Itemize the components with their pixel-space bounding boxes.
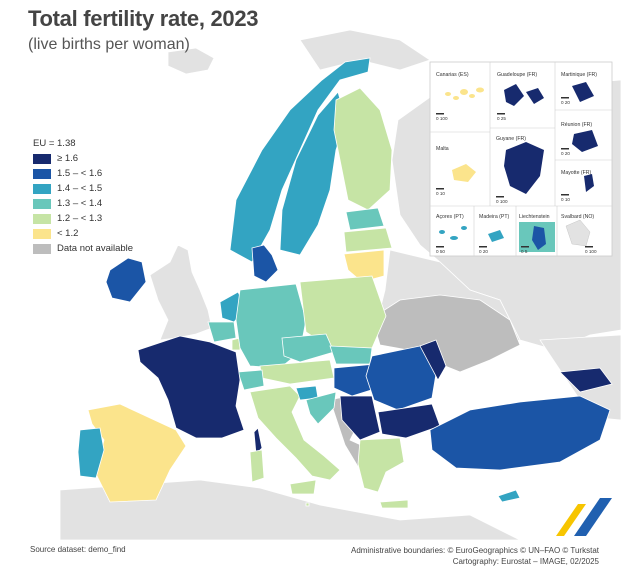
scale-reunion: 0 20 (561, 151, 570, 156)
sardinia-shape (249, 449, 265, 483)
georgia-shape (559, 367, 613, 393)
legend-label: Data not available (57, 243, 134, 254)
svalbard-shape (565, 219, 591, 247)
guadeloupe-shape (504, 84, 524, 106)
legend-swatch (33, 243, 51, 254)
legend-label: 1.4 – < 1.5 (57, 183, 103, 194)
cartography-credit: Cartography: Eurostat – IMAGE, 02/2025 (452, 557, 599, 566)
denmark-shape (251, 244, 279, 283)
great-britain-shape (149, 244, 213, 341)
inset-label-madeira: Madeira (PT) (479, 214, 510, 220)
inset-label-malta: Malta (436, 146, 449, 152)
czechia-shape (281, 333, 335, 363)
north-africa-shape (59, 479, 521, 541)
legend: EU = 1.38 ≥ 1.6 1.5 – < 1.6 1.4 – < 1.5 … (33, 138, 133, 256)
inset-label-martinique: Martinique (FR) (561, 72, 597, 78)
legend-swatch (33, 183, 51, 194)
legend-label: 1.3 – < 1.4 (57, 198, 103, 209)
legend-item: 1.2 – < 1.3 (33, 211, 133, 226)
portugal-shape (77, 427, 105, 479)
latvia-shape (343, 227, 393, 253)
legend-item: 1.5 – < 1.6 (33, 166, 133, 181)
bulgaria-shape (377, 403, 441, 439)
scale-madeira: 0 20 (479, 249, 488, 254)
legend-swatch (33, 198, 51, 209)
inset-label-guadeloupe: Guadeloupe (FR) (497, 72, 537, 78)
crete-shape (379, 499, 409, 509)
martinique-shape (572, 82, 594, 102)
legend-label: ≥ 1.6 (57, 153, 79, 164)
guyane-shape (504, 142, 544, 194)
legend-swatch (33, 213, 51, 224)
malta-inset-shape (452, 164, 476, 182)
scale-guyane: 0 100 (496, 199, 508, 204)
finland-shape (333, 87, 393, 211)
greece-shape (357, 437, 405, 493)
liechtenstein-shape (532, 226, 546, 250)
ireland-shape (105, 257, 147, 303)
inset-label-guyane: Guyane (FR) (496, 136, 526, 142)
inset-label-svalbard: Svalbard (NO) (561, 214, 594, 220)
canarias-shape (445, 92, 451, 96)
turkey-shape (429, 395, 611, 471)
cyprus-shape (497, 489, 521, 503)
eurostat-logo (556, 498, 612, 536)
inset-label-canarias: Canarias (ES) (436, 72, 469, 78)
croatia-shape (305, 391, 337, 425)
norway-north-shape (299, 29, 431, 71)
map-title: Total fertility rate, 2023 (28, 6, 259, 31)
moldova-shape (419, 339, 447, 381)
iceland-shape (167, 47, 215, 75)
inset-label-reunion: Réunion (FR) (561, 122, 592, 128)
legend-label: 1.5 – < 1.6 (57, 168, 103, 179)
belgium-shape (207, 321, 237, 343)
france-shape (137, 335, 245, 439)
legend-item: < 1.2 (33, 226, 133, 241)
estonia-shape (345, 207, 385, 231)
reunion-shape (572, 130, 598, 152)
acores-shape (439, 230, 445, 234)
source-note: Source dataset: demo_find (30, 545, 126, 554)
scale-canarias: 0 100 (436, 116, 448, 121)
scale-guadeloupe: 0 25 (497, 116, 506, 121)
inset-panel: Canarias (ES) Guadeloupe (FR) Martinique… (429, 61, 613, 257)
legend-swatch (33, 168, 51, 179)
mayotte-shape (584, 174, 594, 192)
legend-swatch (33, 228, 51, 239)
countries (77, 57, 613, 509)
corsica-shape (253, 427, 263, 455)
legend-swatch (33, 153, 51, 164)
scale-svalbard: 0 100 (585, 249, 597, 254)
inset-label-mayotte: Mayotte (FR) (561, 170, 592, 176)
legend-item: ≥ 1.6 (33, 151, 133, 166)
legend-label: 1.2 – < 1.3 (57, 213, 103, 224)
scale-acores: 0 50 (436, 249, 445, 254)
norway-shape (229, 57, 371, 263)
map-subtitle: (live births per woman) (28, 36, 190, 53)
inset-label-liechtenstein: Liechtenstein (519, 214, 550, 220)
scale-mayotte: 0 10 (561, 197, 570, 202)
slovakia-shape (329, 345, 373, 365)
legend-header: EU = 1.38 (33, 138, 76, 149)
legend-label: < 1.2 (57, 228, 79, 239)
serbia-shape (339, 395, 381, 441)
credits: Administrative boundaries: © EuroGeograp… (351, 545, 599, 567)
scale-malta: 0 10 (436, 191, 445, 196)
malta-dot (305, 502, 310, 507)
inset-label-acores: Açores (PT) (436, 214, 464, 220)
boundaries-credit: Administrative boundaries: © EuroGeograp… (350, 546, 599, 555)
switzerland-shape (237, 369, 265, 391)
legend-item: Data not available (33, 241, 133, 256)
legend-item: 1.3 – < 1.4 (33, 196, 133, 211)
madeira-shape (488, 230, 504, 242)
legend-item: 1.4 – < 1.5 (33, 181, 133, 196)
scale-martinique: 0 20 (561, 100, 570, 105)
sicily-shape (289, 479, 317, 495)
luxembourg-shape (231, 337, 241, 351)
scale-liechtenstein: 0 5 (521, 249, 528, 254)
